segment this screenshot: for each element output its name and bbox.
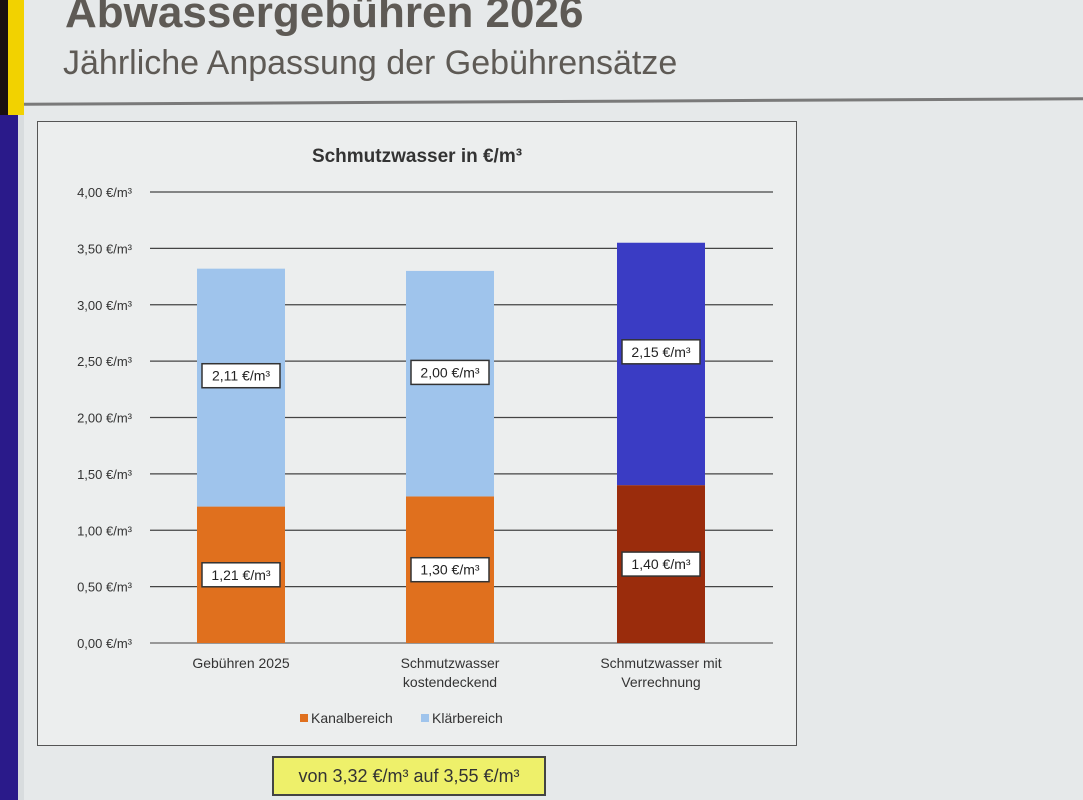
y-tick-label: 3,00 €/m³ bbox=[77, 298, 133, 313]
slide-subtitle: Jährliche Anpassung der Gebührensätze bbox=[63, 44, 678, 82]
accent-stripe-yellow bbox=[8, 0, 24, 115]
stripe-gap bbox=[18, 115, 24, 800]
chart-frame: Schmutzwasser in €/m³ 0,00 €/m³ 0,50 €/m³… bbox=[37, 121, 797, 746]
x-tick-label: kostendeckend bbox=[403, 674, 497, 690]
data-label: 1,30 €/m³ bbox=[420, 562, 479, 578]
y-tick-label: 4,00 €/m³ bbox=[77, 185, 133, 200]
x-tick-label: Verrechnung bbox=[621, 674, 700, 690]
data-label: 2,11 €/m³ bbox=[212, 368, 270, 384]
legend-label: Kanalbereich bbox=[311, 710, 393, 726]
x-tick-label: Schmutzwasser bbox=[401, 655, 500, 671]
y-tick-label: 0,00 €/m³ bbox=[77, 636, 133, 651]
summary-note: von 3,32 €/m³ auf 3,55 €/m³ bbox=[272, 756, 546, 796]
y-tick-label: 1,00 €/m³ bbox=[77, 523, 133, 538]
y-tick-label: 2,00 €/m³ bbox=[77, 411, 133, 426]
data-label-box bbox=[621, 339, 701, 365]
accent-stripe-blue bbox=[0, 115, 18, 800]
legend-label: Klärbereich bbox=[432, 710, 503, 726]
legend-swatch bbox=[300, 714, 308, 722]
divider bbox=[23, 97, 1083, 106]
y-tick-label: 3,50 €/m³ bbox=[77, 241, 133, 256]
y-tick-label: 1,50 €/m³ bbox=[77, 467, 133, 482]
y-tick-label: 2,50 €/m³ bbox=[77, 354, 133, 369]
data-label-box bbox=[201, 562, 281, 588]
data-label: 1,21 €/m³ bbox=[211, 567, 270, 583]
data-label-box bbox=[410, 556, 490, 583]
x-tick-label: Schmutzwasser mit bbox=[600, 655, 721, 671]
data-label-box bbox=[621, 551, 701, 577]
data-label-box bbox=[410, 359, 490, 386]
slide-title: Abwassergebühren 2026 bbox=[65, 0, 584, 37]
chart-svg: 0,00 €/m³ 0,50 €/m³ 1,00 €/m³ 1,50 €/m³ 2,00… bbox=[77, 185, 773, 726]
y-tick-label: 0,50 €/m³ bbox=[77, 580, 133, 595]
data-label: 2,15 €/m³ bbox=[631, 344, 690, 360]
data-label: 2,00 €/m³ bbox=[420, 364, 479, 380]
legend-swatch bbox=[421, 714, 429, 722]
data-label: 1,40 €/m³ bbox=[631, 556, 690, 572]
x-tick-label: Gebühren 2025 bbox=[192, 655, 290, 671]
data-label-box bbox=[201, 362, 281, 389]
chart-title: Schmutzwasser in €/m³ bbox=[311, 146, 523, 167]
slide-edge bbox=[0, 0, 8, 115]
